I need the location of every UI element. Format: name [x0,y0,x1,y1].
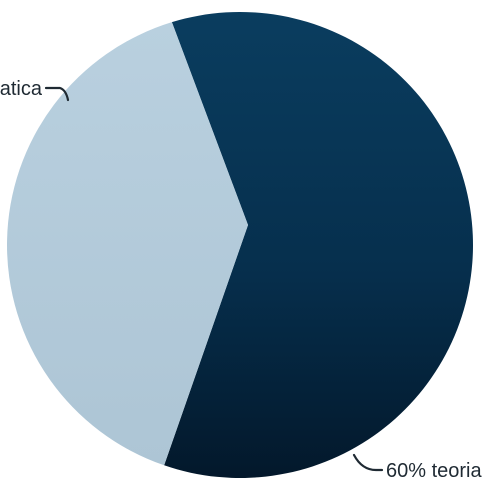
slice-label-teoria: 60% teoria [386,460,482,482]
pie-slice-pratica [7,22,248,466]
slice-label-pratica-leader-line [44,86,70,102]
pie-slice-teoria [164,12,473,478]
slice-label-teoria-leader-line [352,453,384,472]
slice-label-pratica: 40% pratica [0,78,43,100]
